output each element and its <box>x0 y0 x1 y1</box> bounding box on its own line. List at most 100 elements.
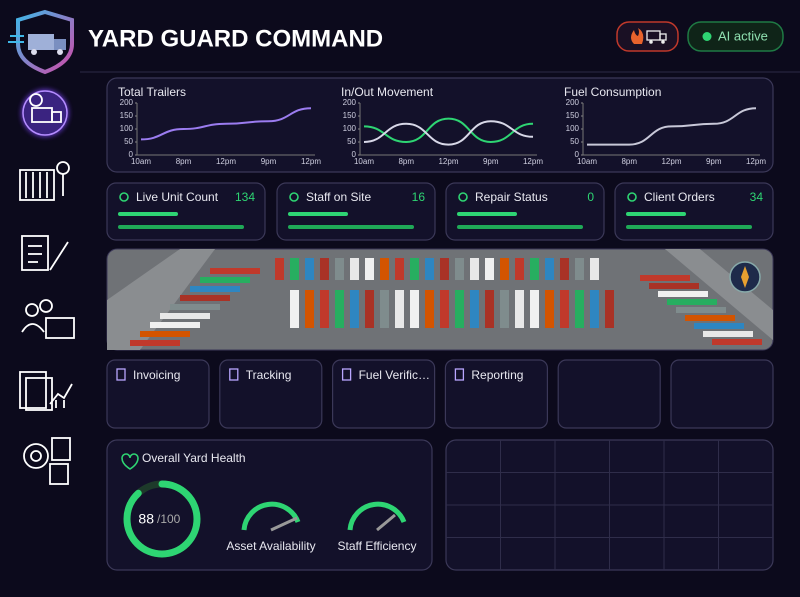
module-button[interactable] <box>106 359 210 429</box>
yard-view <box>106 248 774 351</box>
ai-status: AI active <box>718 28 768 43</box>
trailer <box>676 307 726 313</box>
trailer <box>290 258 299 280</box>
trailer <box>440 258 449 280</box>
module-label: Tracking <box>246 368 292 382</box>
trailer <box>350 258 359 280</box>
y-tick-label: 200 <box>343 98 357 107</box>
nav-containers[interactable] <box>19 161 70 201</box>
stat-label: Client Orders <box>644 190 715 204</box>
y-tick-label: 50 <box>570 137 579 146</box>
alert-button[interactable] <box>616 21 679 52</box>
x-tick-label: 12pm <box>438 157 458 166</box>
y-tick-label: 0 <box>129 150 134 159</box>
trailer <box>575 258 584 280</box>
trailer <box>170 304 220 310</box>
nav-settings[interactable] <box>23 437 71 485</box>
trailer <box>365 290 374 328</box>
trailer <box>290 290 299 328</box>
module-label: Reporting <box>471 368 523 382</box>
trailer <box>440 290 449 328</box>
x-tick-label: 12pm <box>301 157 321 166</box>
chart-title: Total Trailers <box>118 85 186 99</box>
x-tick-label: 12pm <box>216 157 236 166</box>
trailer <box>667 299 717 305</box>
x-tick-label: 8pm <box>176 157 192 166</box>
trailer <box>455 290 464 328</box>
trailer <box>140 331 190 337</box>
logo <box>8 9 74 75</box>
trailer <box>380 290 389 328</box>
trailer <box>530 258 539 280</box>
nav-staff[interactable] <box>21 299 75 339</box>
trailer <box>350 290 359 328</box>
trailer <box>160 313 210 319</box>
sidebar <box>19 89 75 485</box>
module-label: Invoicing <box>133 368 180 382</box>
chart-title: In/Out Movement <box>341 85 434 99</box>
stat-bar <box>457 212 517 216</box>
stat-bar <box>626 212 686 216</box>
x-tick-label: 9pm <box>706 157 722 166</box>
y-tick-label: 50 <box>124 137 133 146</box>
trailer <box>485 258 494 280</box>
stat-label: Live Unit Count <box>136 190 219 204</box>
y-tick-label: 200 <box>566 98 580 107</box>
stat-value: 134 <box>235 190 255 204</box>
trailer <box>380 258 389 280</box>
chart-line <box>363 117 534 144</box>
module-button[interactable] <box>219 359 323 429</box>
trailer <box>545 290 554 328</box>
x-tick-label: 10am <box>131 157 151 166</box>
y-tick-label: 50 <box>347 137 356 146</box>
x-tick-label: 12pm <box>523 157 543 166</box>
gauge <box>347 501 407 532</box>
road <box>107 249 215 350</box>
trailer <box>410 290 419 328</box>
stat-bar <box>288 225 414 229</box>
trailer <box>575 290 584 328</box>
trailer <box>560 258 569 280</box>
trailer <box>305 290 314 328</box>
trailer <box>275 258 284 280</box>
module-button[interactable] <box>444 359 548 429</box>
road <box>665 249 773 340</box>
ai-status-pill[interactable]: AI active <box>687 21 784 52</box>
trailer <box>395 290 404 328</box>
stat-label: Staff on Site <box>306 190 371 204</box>
y-tick-label: 100 <box>566 124 580 133</box>
module-button[interactable] <box>332 359 436 429</box>
trailer <box>210 268 260 274</box>
compass-needle <box>741 266 749 288</box>
x-tick-label: 8pm <box>398 157 414 166</box>
y-tick-label: 100 <box>343 124 357 133</box>
stat-icon <box>627 192 637 202</box>
y-tick-label: 150 <box>566 111 580 120</box>
nav-fleet[interactable] <box>21 89 69 137</box>
stat-value: 0 <box>587 190 594 204</box>
grid-panel <box>445 439 774 571</box>
nav-maintenance[interactable] <box>21 235 69 271</box>
trailer <box>305 258 314 280</box>
trailer <box>685 315 735 321</box>
trailer <box>335 290 344 328</box>
x-tick-label: 9pm <box>261 157 277 166</box>
trailer <box>500 290 509 328</box>
health-title: Overall Yard Health <box>142 451 246 465</box>
chart-title: Fuel Consumption <box>564 85 661 99</box>
nav-reports[interactable] <box>19 371 73 411</box>
x-tick-label: 10am <box>577 157 597 166</box>
trailer <box>640 275 690 281</box>
stat-bar <box>118 212 178 216</box>
trailer <box>590 290 599 328</box>
trailer <box>515 290 524 328</box>
trailer <box>470 258 479 280</box>
trailer <box>712 339 762 345</box>
module-icon <box>454 368 465 381</box>
stat-label: Repair Status <box>475 190 548 204</box>
trailer <box>694 323 744 329</box>
trailer <box>200 277 250 283</box>
trailer <box>180 295 230 301</box>
y-tick-label: 0 <box>352 150 357 159</box>
